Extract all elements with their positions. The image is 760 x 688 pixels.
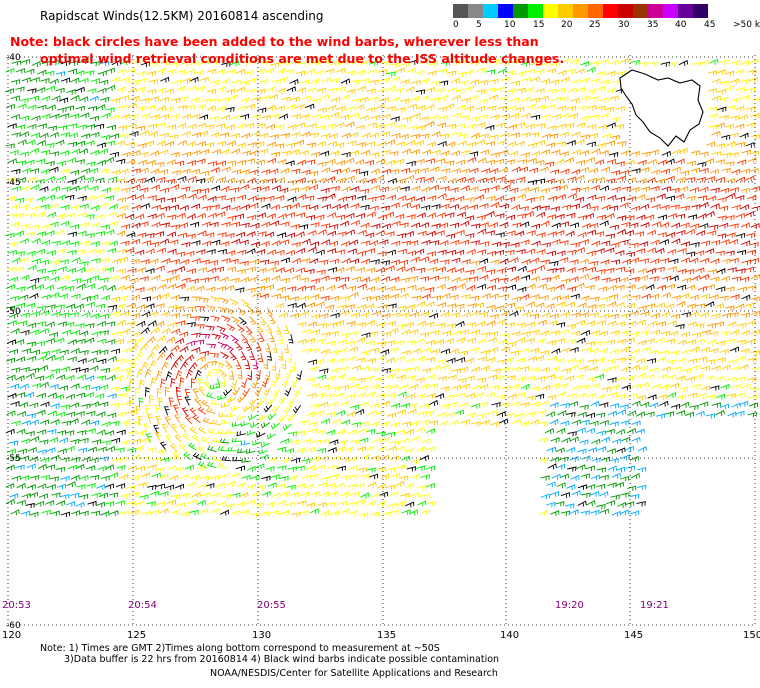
legend-swatch [543,4,558,18]
latitude-tick-label: -50 [6,307,21,317]
longitude-tick-label: 130 [252,630,271,641]
legend-label: 40 [675,20,687,30]
graticule [7,55,756,626]
footer-note-1: Note: 1) Times are GMT 2)Times along bot… [40,643,440,654]
legend-color-bar [453,4,708,18]
legend-swatch [468,4,483,18]
longitude-tick-label: 125 [127,630,146,641]
legend-swatch [648,4,663,18]
longitude-tick-label: 140 [500,630,519,641]
longitude-tick-label: 150 [743,630,760,641]
wind-barbs-layer [4,57,760,518]
time-label: 20:54 [128,600,157,611]
legend-swatch [633,4,648,18]
wind-barb-group [116,120,760,426]
wind-barb-group [4,58,759,518]
legend-swatch [483,4,498,18]
legend-swatch [513,4,528,18]
wind-barb-group [5,59,755,518]
time-label: 20:53 [2,600,31,611]
contamination-note-line1: Note: black circles have been added to t… [10,34,539,49]
legend-swatch [558,4,573,18]
speed-legend: 0 5 10 15 20 25 30 35 40 45 >50 knots [453,4,760,30]
wind-barb-group [5,58,730,516]
legend-label: 15 [533,20,545,30]
legend-swatch [498,4,513,18]
latitude-tick-label: -45 [6,178,21,188]
time-label: 19:20 [555,600,584,611]
legend-label: 20 [561,20,573,30]
legend-label: 5 [476,20,482,30]
time-label: 20:55 [257,600,286,611]
latitude-tick-label: -60 [6,621,21,631]
legend-swatch [693,4,708,18]
legend-label: 0 [453,20,459,30]
wind-barb-group [185,332,258,370]
legend-label: 10 [504,20,516,30]
wind-barb-group [6,57,760,518]
legend-labels: 0 5 10 15 20 25 30 35 40 45 >50 knots [453,18,760,30]
wind-barb-group [110,58,760,518]
legend-label: 35 [647,20,659,30]
time-label: 19:21 [640,600,669,611]
chart-title: Rapidscat Winds(12.5KM) 20160814 ascendi… [40,9,324,23]
wind-barb-group [120,156,760,425]
longitude-tick-label: 120 [2,630,21,641]
legend-swatch [453,4,468,18]
longitude-tick-label: 135 [377,630,396,641]
legend-swatch [588,4,603,18]
legend-label: >50 knots [733,20,760,30]
legend-swatch [573,4,588,18]
legend-label: 45 [704,20,716,30]
wind-barb-group [125,185,760,417]
contamination-note-line2: optimal wind retrieval conditions are me… [40,51,565,66]
longitude-tick-label: 145 [624,630,643,641]
legend-swatch [663,4,678,18]
legend-label: 30 [618,20,630,30]
latitude-tick-label: -55 [6,454,21,464]
legend-swatch [678,4,693,18]
tasmania-land [619,69,704,147]
axis-ticks: 120 125 130 135 140 145 150 -40 -45 -50 -55 -60 [2,53,760,641]
latitude-tick-label: -40 [6,53,21,63]
legend-swatch [618,4,633,18]
footer-credit: NOAA/NESDIS/Center for Satellite Applica… [210,668,498,679]
wind-barb-group [8,61,749,517]
legend-swatch [603,4,618,18]
footer-note-2: 3)Data buffer is 22 hrs from 20160814 4)… [64,654,500,665]
legend-label: 25 [589,20,601,30]
legend-swatch [528,4,543,18]
